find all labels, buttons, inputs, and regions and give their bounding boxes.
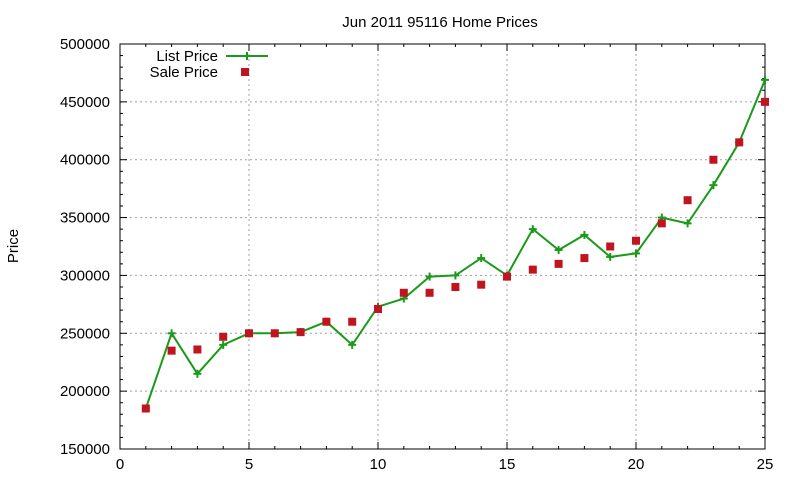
tick-labels: 0 5 10 15 20 25 150000 200000 250000 300000 350000… bbox=[60, 36, 773, 473]
y-tick-label: 500000 bbox=[60, 36, 110, 53]
list-price-point bbox=[761, 75, 769, 84]
list-price-point bbox=[554, 245, 563, 254]
y-axis-label: Price bbox=[5, 229, 22, 263]
list-price-point bbox=[477, 254, 486, 263]
list-price-point bbox=[580, 230, 589, 239]
y-tick-label: 250000 bbox=[60, 325, 110, 342]
sale-price-point bbox=[167, 346, 176, 355]
y-tick-label: 150000 bbox=[60, 441, 110, 458]
series-list-price bbox=[141, 75, 769, 413]
x-tick-label: 20 bbox=[628, 456, 645, 473]
list-price-point bbox=[167, 329, 176, 338]
legend-label: Sale Price bbox=[150, 64, 218, 81]
sale-price-point bbox=[632, 236, 640, 245]
sale-price-point bbox=[399, 288, 408, 297]
list-price-point bbox=[219, 340, 228, 349]
sale-price-point bbox=[554, 259, 563, 268]
series-layer bbox=[141, 75, 769, 413]
list-price-point bbox=[683, 219, 692, 228]
list-price-point bbox=[632, 249, 640, 258]
x-tick-label: 10 bbox=[370, 456, 387, 473]
sale-price-point bbox=[477, 280, 486, 289]
sale-price-point bbox=[761, 97, 769, 106]
plot-border bbox=[119, 43, 766, 450]
sale-price-point bbox=[735, 138, 744, 147]
list-price-point bbox=[606, 252, 615, 261]
list-price-point bbox=[425, 272, 434, 281]
sale-price-point bbox=[348, 317, 357, 326]
x-tick-label: 5 bbox=[245, 456, 253, 473]
y-tick-label: 350000 bbox=[60, 210, 110, 227]
x-tick-label: 0 bbox=[116, 456, 124, 473]
list-price-point bbox=[451, 271, 460, 280]
sale-price-point bbox=[580, 254, 589, 263]
y-tick-label: 300000 bbox=[60, 267, 110, 284]
chart-title: Jun 2011 95116 Home Prices bbox=[342, 14, 537, 31]
sale-price-point bbox=[219, 332, 228, 341]
list-price-point bbox=[193, 369, 202, 378]
sale-price-point bbox=[374, 304, 382, 313]
y-tick-label: 450000 bbox=[60, 94, 110, 111]
sale-price-point bbox=[296, 328, 305, 337]
y-tick-label: 400000 bbox=[60, 152, 110, 169]
series-sale-price bbox=[141, 97, 769, 413]
axes bbox=[119, 43, 766, 450]
sale-price-point bbox=[425, 288, 434, 297]
sale-price-point bbox=[322, 317, 331, 326]
sale-price-point bbox=[503, 272, 511, 281]
legend-square-swatch bbox=[241, 68, 249, 76]
list-price-point bbox=[528, 225, 537, 234]
sale-price-point bbox=[193, 345, 202, 354]
sale-price-point bbox=[709, 155, 718, 164]
sale-price-point bbox=[270, 329, 279, 338]
legend-plus-swatch bbox=[243, 52, 251, 60]
sale-price-point bbox=[451, 283, 460, 291]
list-price-line bbox=[144, 79, 766, 409]
sale-price-point bbox=[683, 196, 692, 205]
gridlines bbox=[120, 44, 765, 449]
sale-price-point bbox=[141, 404, 150, 413]
sale-price-point bbox=[245, 329, 253, 338]
y-tick-label: 200000 bbox=[60, 383, 110, 400]
list-price-point bbox=[709, 181, 718, 190]
legend-label: List Price bbox=[156, 48, 218, 65]
x-tick-label: 15 bbox=[499, 456, 516, 473]
list-price-point bbox=[348, 340, 357, 349]
sale-price-point bbox=[657, 219, 666, 228]
sale-price-point bbox=[528, 265, 537, 274]
x-tick-label: 25 bbox=[757, 456, 774, 473]
sale-price-point bbox=[606, 242, 615, 251]
